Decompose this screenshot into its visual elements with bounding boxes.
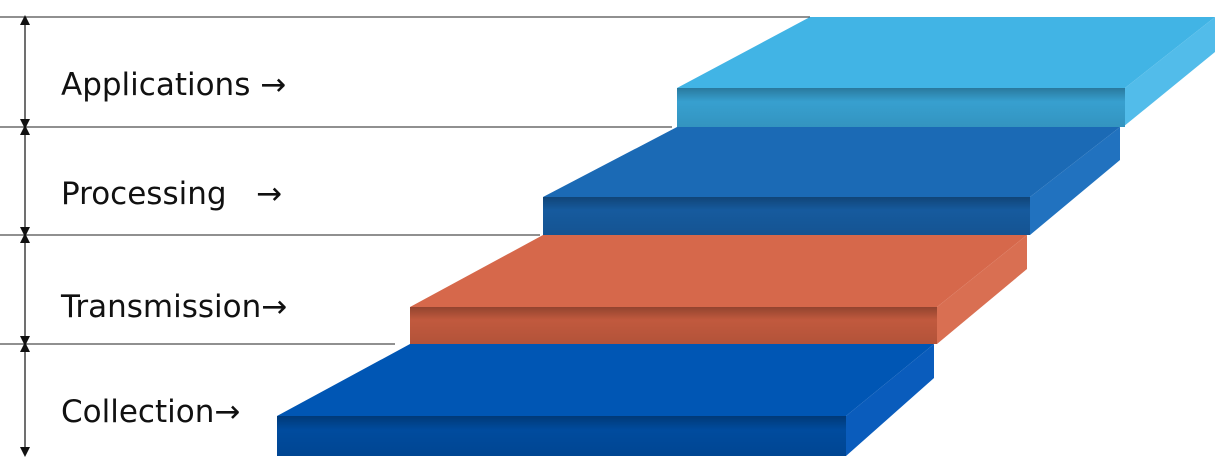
label-processing: Processing → <box>61 176 282 212</box>
step-applications-front-shade <box>677 88 1125 127</box>
step-processing-side <box>1030 127 1120 235</box>
label-collection: Collection→ <box>61 394 240 430</box>
step-transmission-top <box>410 235 1027 307</box>
step-processing <box>543 127 1120 235</box>
label-transmission: Transmission→ <box>60 289 287 325</box>
step-collection <box>277 344 934 456</box>
step-processing-top <box>543 127 1120 197</box>
step-collection-front-shade <box>277 416 846 456</box>
step-collection-side <box>846 344 934 456</box>
step-collection-top <box>277 344 934 416</box>
guide-lines <box>0 16 810 345</box>
step-processing-front-shade <box>543 197 1030 235</box>
step-transmission-side <box>937 235 1027 344</box>
step-transmission-front-shade <box>410 307 937 344</box>
step-transmission <box>410 235 1027 344</box>
label-applications: Applications → <box>61 67 286 103</box>
layer-labels: Applications → Processing → Transmission… <box>60 67 287 430</box>
step-applications-top <box>677 17 1215 88</box>
step-applications <box>677 17 1215 127</box>
step-applications-side <box>1123 17 1215 127</box>
